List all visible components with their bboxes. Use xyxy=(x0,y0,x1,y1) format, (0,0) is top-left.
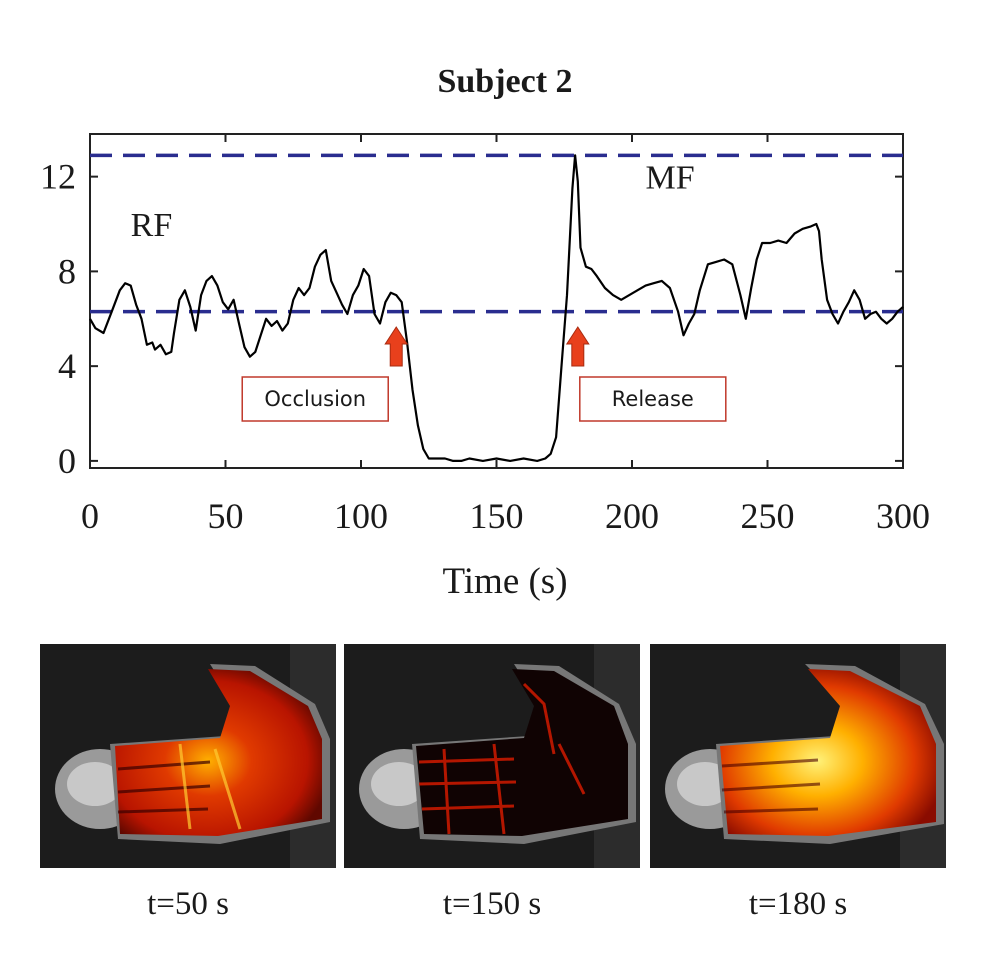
thermal-image-t50 xyxy=(40,644,336,868)
thermal-image-t180 xyxy=(650,644,946,868)
y-tick-label: 8 xyxy=(58,251,76,291)
event-label-box xyxy=(241,376,389,422)
x-tick-label: 50 xyxy=(208,496,244,536)
y-tick-label: 12 xyxy=(40,157,76,197)
x-axis-label: Time (s) xyxy=(442,561,567,602)
chart-title: Subject 2 xyxy=(437,63,572,100)
x-tick-label: 100 xyxy=(334,496,388,536)
x-tick-label: 0 xyxy=(81,496,99,536)
x-tick-label: 200 xyxy=(605,496,659,536)
annotation-mf: MF xyxy=(646,159,695,196)
x-tick-label: 300 xyxy=(876,496,930,536)
event-label: Occlusion xyxy=(264,387,366,411)
thermal-image-t150 xyxy=(344,644,640,868)
plot-frame xyxy=(89,133,904,469)
event-arrow xyxy=(384,326,409,367)
event-label: Release xyxy=(612,387,694,411)
y-tick-label: 0 xyxy=(58,441,76,481)
caption-t150: t=150 s xyxy=(442,886,542,922)
x-tick-label: 250 xyxy=(741,496,795,536)
event-label-box xyxy=(579,376,727,422)
annotation-rf: RF xyxy=(131,207,173,244)
chart: Subject 2 0 50 100 150 200 250 300 0 4 8 12 RF MF Occ… xyxy=(40,63,930,602)
event-arrow xyxy=(565,326,590,367)
series-line xyxy=(89,154,904,462)
x-tick-label: 150 xyxy=(470,496,524,536)
caption-t50: t=50 s xyxy=(147,886,229,922)
y-tick-label: 4 xyxy=(58,346,76,386)
caption-t180: t=180 s xyxy=(748,886,848,922)
